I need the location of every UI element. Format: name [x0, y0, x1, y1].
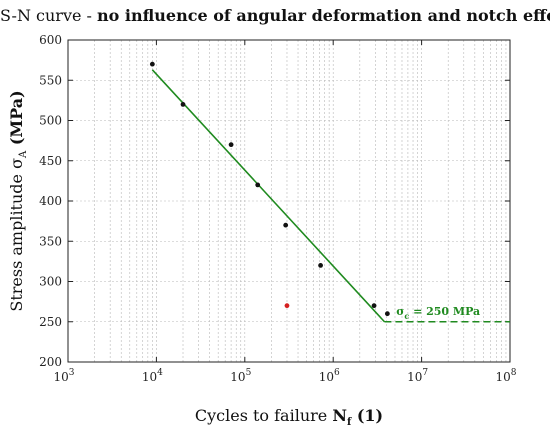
x-tick-base: 10 — [319, 370, 334, 384]
x-tick-exponent: 6 — [334, 368, 340, 378]
data-point — [149, 61, 155, 67]
x-tick-base: 10 — [142, 370, 157, 384]
x-tick-base: 10 — [230, 370, 245, 384]
x-tick-label: 104 — [142, 368, 163, 384]
x-axis-label: Cycles to failure Nf (1) — [195, 406, 383, 428]
data-point — [371, 303, 377, 309]
data-point — [284, 303, 290, 309]
data-point — [384, 311, 390, 317]
data-point — [255, 182, 261, 188]
x-axis-label-symbol: N — [332, 406, 347, 425]
y-axis-label-unit: (MPa) — [7, 90, 26, 150]
endurance-annotation: σc = 250 MPa — [396, 305, 480, 321]
x-tick-base: 10 — [407, 370, 422, 384]
data-point — [180, 102, 186, 107]
data-point — [228, 142, 234, 148]
x-axis-label-text: Cycles to failure — [195, 406, 332, 425]
x-tick-label: 103 — [53, 368, 74, 384]
y-axis-label-text: Stress amplitude σ — [7, 158, 26, 312]
y-axis-label: Stress amplitude σA (MPa) — [7, 90, 29, 311]
x-tick-label: 108 — [495, 368, 516, 384]
x-axis-label-unit: (1) — [351, 406, 383, 425]
x-tick-exponent: 5 — [246, 368, 252, 378]
y-tick-label: 250 — [39, 315, 62, 329]
y-axis-label-subscript: A — [18, 150, 29, 159]
data-point — [318, 263, 323, 268]
x-tick-exponent: 7 — [422, 368, 428, 378]
x-tick-exponent: 4 — [157, 368, 163, 378]
chart-title: S-N curve - no influence of angular defo… — [0, 6, 550, 25]
x-tick-label: 107 — [407, 368, 428, 384]
y-tick-label: 200 — [39, 355, 62, 369]
x-tick-exponent: 3 — [69, 368, 75, 378]
x-tick-label: 106 — [319, 368, 340, 384]
x-tick-exponent: 8 — [511, 368, 517, 378]
data-point — [283, 222, 289, 228]
y-tick-label: 600 — [39, 33, 62, 47]
annotation-subscript: c — [404, 311, 409, 321]
y-tick-label: 500 — [39, 114, 62, 128]
y-tick-label: 350 — [39, 234, 62, 248]
grid — [68, 40, 510, 362]
annotation-symbol: σ — [396, 305, 404, 318]
axis-ticks — [67, 39, 511, 363]
x-axis-label-subscript: f — [347, 417, 352, 428]
chart-title-prefix: S-N curve - — [0, 6, 98, 25]
y-tick-label: 400 — [39, 194, 62, 208]
annotation-text: = 250 MPa — [409, 305, 480, 318]
chart-title-bold: no influence of angular deformation and … — [97, 6, 550, 25]
x-tick-base: 10 — [53, 370, 68, 384]
x-tick-base: 10 — [495, 370, 510, 384]
y-tick-label: 450 — [39, 154, 62, 168]
x-tick-label: 105 — [230, 368, 251, 384]
y-tick-label: 550 — [39, 73, 62, 87]
regression-line — [151, 69, 386, 323]
y-tick-label: 300 — [39, 275, 62, 289]
